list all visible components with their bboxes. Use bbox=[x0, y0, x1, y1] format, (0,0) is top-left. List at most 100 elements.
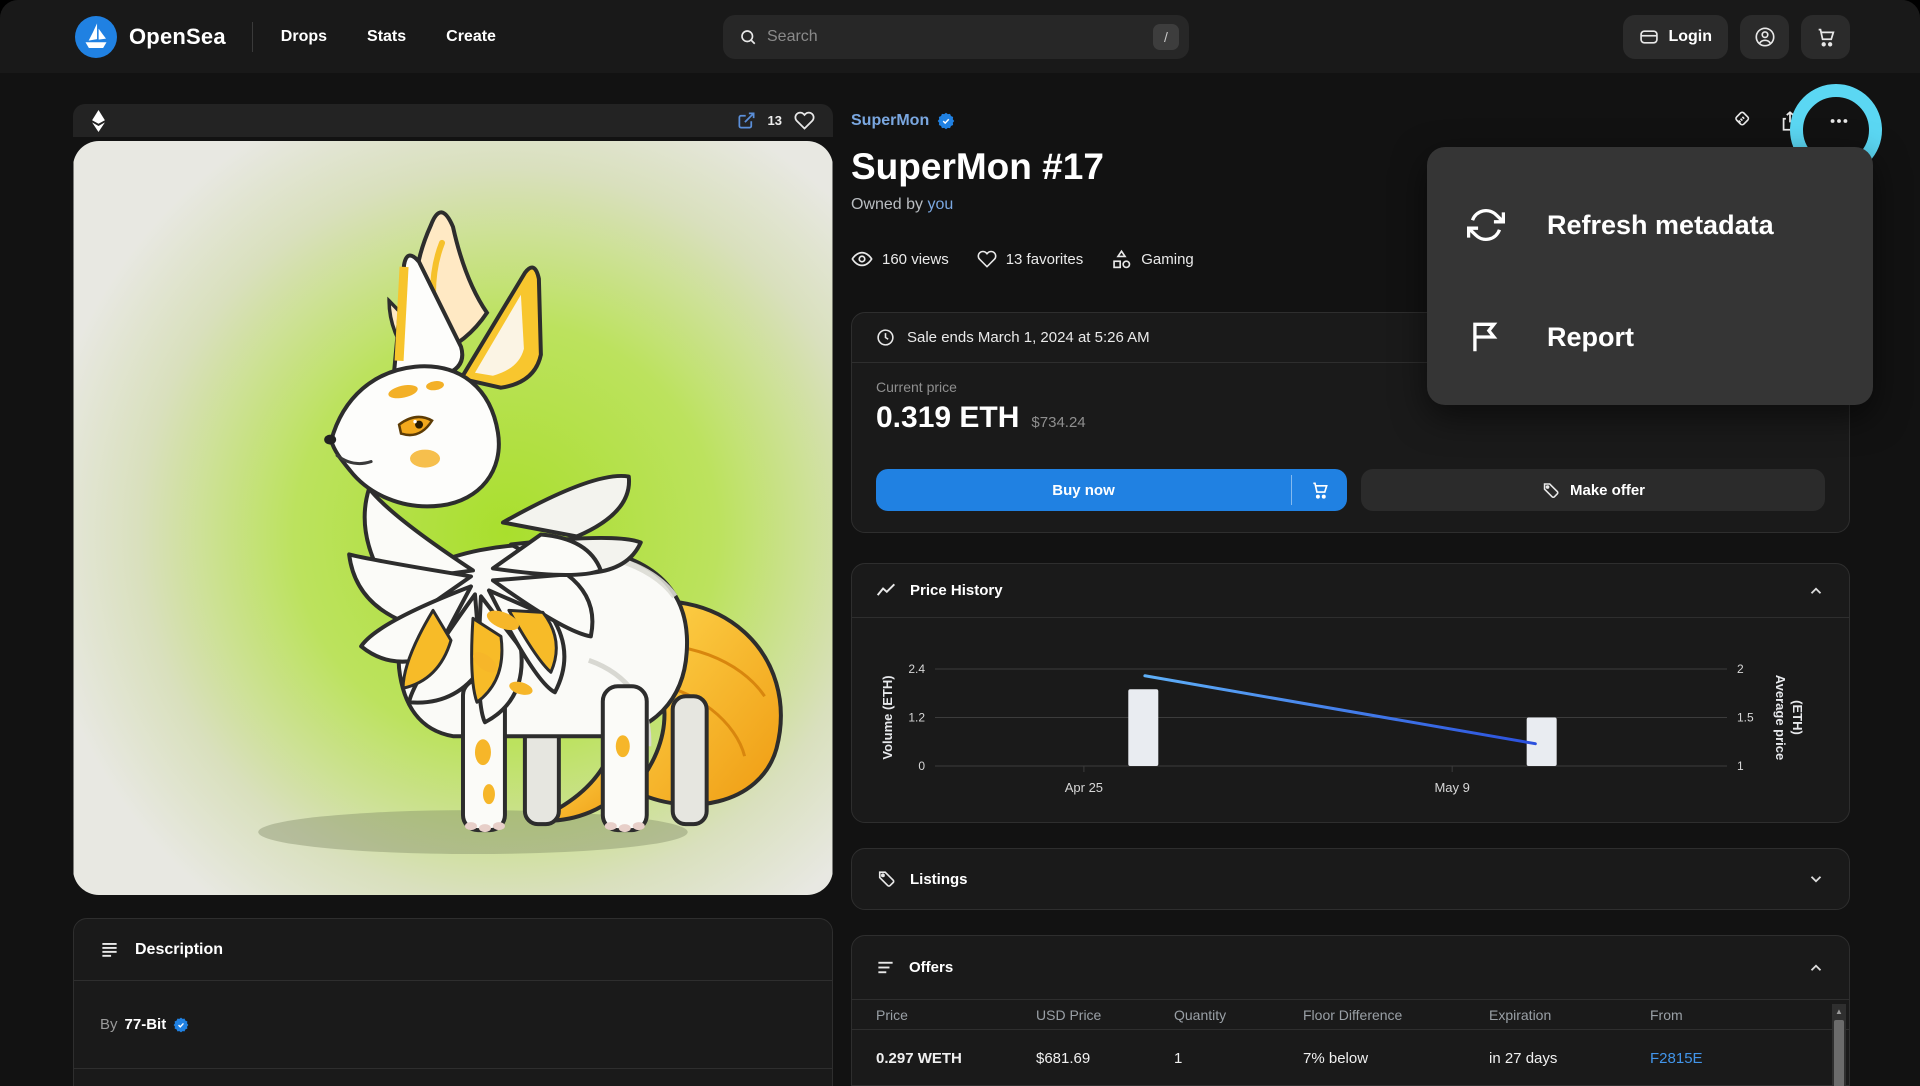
description-card: Description By 77-Bit bbox=[73, 918, 833, 1086]
price-history-card: Price History 2.4 1.2 0 2 1.5 1 Apr 25 May 9 Vol… bbox=[851, 563, 1850, 823]
flag-icon bbox=[1467, 318, 1505, 356]
profile-button[interactable] bbox=[1740, 15, 1789, 59]
profile-icon bbox=[1754, 26, 1776, 48]
owner-link[interactable]: you bbox=[927, 196, 954, 213]
search-input[interactable] bbox=[767, 28, 1153, 46]
offers-list-icon bbox=[876, 958, 895, 977]
tag-icon bbox=[1541, 481, 1560, 500]
offers-scrollbar[interactable]: ▲ bbox=[1832, 1004, 1846, 1086]
scrollbar-thumb[interactable] bbox=[1834, 1020, 1844, 1086]
offers-column-headers: Price USD Price Quantity Floor Differenc… bbox=[852, 1000, 1849, 1030]
menu-item-report[interactable]: Report bbox=[1467, 295, 1833, 379]
media-favorites-count: 13 bbox=[767, 113, 782, 128]
col-floor-difference: Floor Difference bbox=[1303, 1006, 1403, 1023]
svg-text:Apr 25: Apr 25 bbox=[1065, 780, 1103, 795]
brand-name[interactable]: OpenSea bbox=[129, 23, 226, 49]
offer-from-link[interactable]: F2815E bbox=[1650, 1049, 1703, 1067]
login-button[interactable]: Login bbox=[1623, 15, 1728, 59]
login-label: Login bbox=[1668, 28, 1712, 45]
buy-button-divider bbox=[1291, 475, 1292, 505]
description-icon bbox=[100, 940, 119, 959]
offers-card: Offers Price USD Price Quantity Floor Di… bbox=[851, 935, 1850, 1086]
top-nav: OpenSea Drops Stats Create / Login bbox=[0, 0, 1920, 73]
page-title: SuperMon #17 bbox=[851, 146, 1104, 187]
cart-icon bbox=[1815, 26, 1837, 48]
offer-price: 0.297 WETH bbox=[876, 1049, 962, 1067]
ethereum-icon bbox=[91, 109, 106, 132]
refresh-icon bbox=[1467, 206, 1505, 244]
search-icon bbox=[739, 28, 757, 46]
listings-card: Listings bbox=[851, 848, 1850, 910]
description-header[interactable]: Description bbox=[74, 919, 832, 981]
listings-title: Listings bbox=[910, 870, 968, 888]
wallet-icon bbox=[1639, 27, 1659, 47]
media-favorite-button[interactable] bbox=[794, 110, 815, 131]
offer-floor-difference: 7% below bbox=[1303, 1049, 1369, 1067]
refresh-metadata-label: Refresh metadata bbox=[1547, 209, 1774, 240]
price-history-title: Price History bbox=[910, 582, 1003, 599]
col-quantity: Quantity bbox=[1174, 1006, 1227, 1023]
sale-ends-text: Sale ends March 1, 2024 at 5:26 AM bbox=[907, 329, 1150, 346]
collapse-offers-button[interactable] bbox=[1807, 959, 1825, 977]
heart-icon bbox=[977, 249, 997, 269]
nav-item-stats[interactable]: Stats bbox=[367, 27, 407, 45]
owned-by-label: Owned by bbox=[851, 196, 924, 213]
offer-expiration: in 27 days bbox=[1489, 1049, 1558, 1067]
nft-image[interactable] bbox=[73, 141, 833, 895]
cart-button[interactable] bbox=[1801, 15, 1850, 59]
svg-text:0: 0 bbox=[918, 759, 925, 773]
make-offer-button[interactable]: Make offer bbox=[1361, 469, 1825, 511]
buy-now-label: Buy now bbox=[1052, 481, 1115, 499]
views-stat: 160 views bbox=[882, 250, 949, 268]
nav-item-drops[interactable]: Drops bbox=[280, 27, 328, 45]
nav-item-create[interactable]: Create bbox=[446, 27, 496, 45]
nav-divider bbox=[251, 21, 253, 52]
description-title: Description bbox=[135, 940, 224, 958]
by-label: By bbox=[100, 1016, 118, 1033]
trend-icon bbox=[876, 581, 896, 601]
creator-link[interactable]: 77-Bit bbox=[124, 1016, 167, 1033]
collapse-price-history-button[interactable] bbox=[1807, 582, 1825, 600]
nav-links: Drops Stats Create bbox=[281, 28, 496, 46]
offer-usd-price: $681.69 bbox=[1036, 1049, 1091, 1067]
current-price-label: Current price bbox=[876, 379, 957, 395]
nft-media-card: 13 bbox=[73, 104, 833, 895]
offer-row: 0.297 WETH $681.69 1 7% below in 27 days… bbox=[852, 1030, 1849, 1086]
listings-tag-icon bbox=[876, 869, 896, 889]
scroll-up-button[interactable]: ▲ bbox=[1835, 1007, 1843, 1016]
expand-listings-button[interactable] bbox=[1807, 870, 1825, 888]
add-to-cart-button[interactable] bbox=[1292, 469, 1347, 511]
collection-verified-badge-icon bbox=[937, 112, 955, 130]
media-header: 13 bbox=[73, 104, 833, 137]
open-original-button[interactable] bbox=[737, 111, 756, 130]
svg-text:Volume (ETH): Volume (ETH) bbox=[880, 675, 895, 759]
favorites-stat: 13 favorites bbox=[1005, 250, 1084, 268]
offers-title: Offers bbox=[909, 959, 954, 976]
collection-link[interactable]: SuperMon bbox=[851, 112, 930, 129]
gaming-category-icon bbox=[1111, 249, 1132, 270]
make-offer-label: Make offer bbox=[1569, 481, 1646, 499]
search-bar[interactable]: / bbox=[723, 15, 1189, 59]
item-stats: 160 views 13 favorites Gaming bbox=[851, 248, 1194, 270]
svg-text:2.4: 2.4 bbox=[908, 662, 925, 676]
svg-text:Average price: Average price bbox=[1773, 675, 1788, 761]
report-label: Report bbox=[1547, 321, 1634, 352]
svg-text:1.5: 1.5 bbox=[1737, 711, 1754, 725]
price-history-chart: 2.4 1.2 0 2 1.5 1 Apr 25 May 9 Volume (ETH) Avera… bbox=[880, 662, 1805, 795]
svg-text:(ETH): (ETH) bbox=[1790, 700, 1805, 735]
search-shortcut-badge: / bbox=[1153, 24, 1179, 50]
clock-icon bbox=[876, 328, 895, 347]
category-link[interactable]: Gaming bbox=[1141, 250, 1194, 268]
creator-verified-badge-icon bbox=[173, 1017, 189, 1033]
transfer-button[interactable] bbox=[1730, 110, 1752, 132]
context-menu: Refresh metadata Report bbox=[1427, 147, 1873, 405]
cart-small-icon bbox=[1310, 480, 1330, 500]
buy-now-button[interactable]: Buy now bbox=[876, 469, 1291, 511]
menu-item-refresh-metadata[interactable]: Refresh metadata bbox=[1467, 183, 1833, 267]
offer-quantity: 1 bbox=[1174, 1049, 1183, 1067]
opensea-logo-icon[interactable] bbox=[75, 15, 117, 58]
svg-text:2: 2 bbox=[1737, 662, 1744, 676]
svg-text:1.2: 1.2 bbox=[908, 711, 925, 725]
eye-icon bbox=[851, 248, 873, 270]
